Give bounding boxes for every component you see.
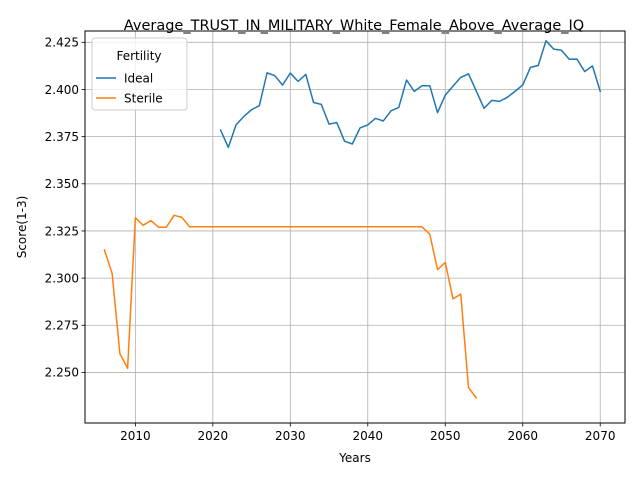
legend-label-sterile: Sterile bbox=[124, 91, 163, 105]
x-axis-label: Years bbox=[338, 451, 371, 465]
y-tick-label: 2.425 bbox=[45, 36, 79, 50]
y-tick-label: 2.300 bbox=[45, 271, 79, 285]
x-tick-label: 2060 bbox=[507, 429, 538, 443]
x-tick-label: 2030 bbox=[275, 429, 306, 443]
legend: Fertility Ideal Sterile bbox=[92, 38, 187, 110]
y-tick-label: 2.350 bbox=[45, 177, 79, 191]
y-tick-label: 2.250 bbox=[45, 366, 79, 380]
x-tick-label: 2020 bbox=[198, 429, 229, 443]
x-tick-label: 2040 bbox=[353, 429, 384, 443]
y-axis-label: Score(1-3) bbox=[15, 196, 29, 259]
chart-title: Average_TRUST_IN_MILITARY_White_Female_A… bbox=[124, 18, 584, 34]
legend-label-ideal: Ideal bbox=[124, 71, 153, 85]
legend-title: Fertility bbox=[116, 49, 161, 63]
x-tick-label: 2070 bbox=[585, 429, 616, 443]
x-tick-label: 2050 bbox=[430, 429, 461, 443]
y-tick-label: 2.325 bbox=[45, 224, 79, 238]
y-tick-label: 2.375 bbox=[45, 130, 79, 144]
y-tick-label: 2.275 bbox=[45, 319, 79, 333]
y-tick-label: 2.400 bbox=[45, 83, 79, 97]
x-tick-label: 2010 bbox=[120, 429, 151, 443]
